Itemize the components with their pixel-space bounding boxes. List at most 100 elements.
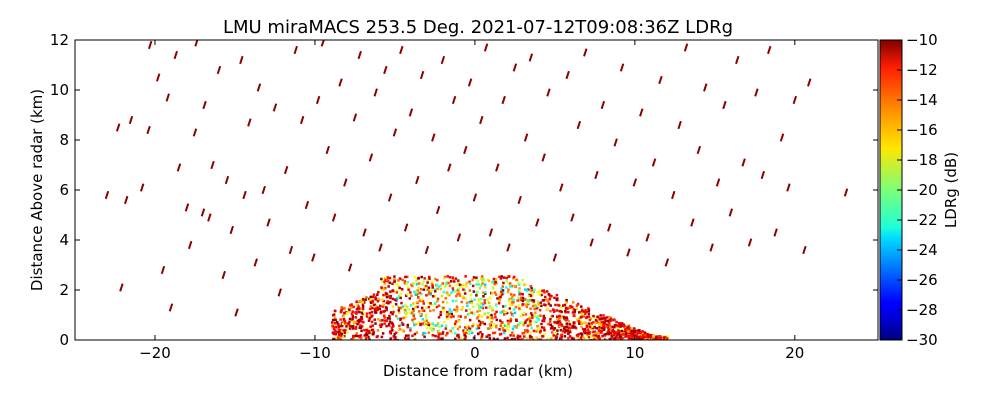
ldr-cell [482,277,485,281]
ldr-cell [640,335,643,339]
ldr-cell [359,334,363,337]
ldr-cell [379,311,383,314]
ldr-cell [495,282,498,285]
echo-mark [408,108,414,117]
ldr-cell [477,324,480,328]
ldr-cell [602,333,606,337]
ldr-cell [625,329,629,333]
ldr-cell [511,303,514,306]
echo-mark [247,118,252,127]
echo-mark [155,73,161,82]
ldr-cell [444,296,448,300]
ldr-cell [499,290,503,294]
ldr-cell [384,319,387,322]
ldr-cell [539,338,543,340]
y-tick-label: 4 [59,231,69,249]
ldr-cell [652,334,655,338]
colorbar-tick-label: −20 [906,181,938,199]
ldr-cell [392,310,395,314]
ldr-cell [406,286,410,289]
ldr-cell [607,326,610,329]
ldr-cell [644,333,647,337]
ldr-cell [379,325,383,329]
ldr-cell [511,277,515,280]
ldr-cell [587,308,591,311]
ldr-cell [521,337,524,340]
ldr-cell [480,336,483,339]
ldr-cell [500,293,504,296]
ldr-cell [487,333,491,337]
colorbar-tick-label: −26 [906,271,938,289]
ldr-cell [450,312,454,316]
ldr-cell [488,314,492,318]
ldr-cell [427,305,430,309]
echo-mark [600,100,606,110]
ldr-cell [421,299,425,303]
echo-mark [807,78,812,87]
ldr-cell [556,317,560,321]
ldr-cell [598,329,602,333]
ldr-cell [442,306,445,310]
ldr-cell [558,314,561,318]
ldr-cell [552,310,556,313]
ldr-cell [459,285,463,289]
ldr-cell [560,333,564,337]
ldr-cell [409,311,412,314]
ldr-cell [521,293,524,296]
ldr-cell [391,305,395,308]
ldr-cell [543,328,546,332]
ldr-cell [420,306,424,310]
ldr-cell [351,327,355,330]
ldr-cell [341,335,345,338]
ldr-cell [628,331,632,335]
ldr-cell [340,332,344,336]
ldr-cell [524,288,527,291]
ldr-cell [516,334,520,338]
ldr-cell [524,298,527,301]
ldr-cell [374,298,378,301]
ldr-cell [524,303,528,306]
ldr-cell [562,315,565,319]
ldr-cell [445,315,449,319]
echo-mark [266,218,271,227]
ldr-cell [451,276,454,279]
ldr-cell [629,337,633,340]
ldr-cell [566,329,569,332]
ldr-cell [427,321,430,325]
ldr-cell [531,316,534,319]
ldr-cell [384,306,388,309]
ldr-cell [529,312,533,315]
ldr-cell [444,327,448,330]
ldr-cell [405,305,409,308]
echo-mark [709,243,714,252]
ldr-cell [565,322,569,325]
ldr-cell [360,325,364,328]
echo-mark [373,88,378,97]
ldr-cell [509,293,513,296]
ldr-cell [449,280,453,283]
ldr-cell [422,288,426,291]
ldr-cell [468,318,472,322]
y-tick-label: 10 [50,81,69,99]
ldr-cell [389,330,393,333]
ldr-cell [599,323,603,327]
ldr-cell [502,331,506,335]
ldr-cell [627,330,630,333]
ldr-cell [516,299,519,302]
ldr-cell [460,308,463,312]
ldr-cell [435,324,439,327]
ldr-cell [472,290,476,293]
ldr-cell [608,324,611,327]
ldr-cell [380,335,384,339]
ldr-cell [414,305,417,308]
ldr-cell [335,320,339,324]
ldr-cell [454,299,458,303]
ldr-cell [518,287,521,290]
ldr-cell [537,318,540,321]
ldr-cell [606,331,609,334]
ldr-cell [501,326,505,330]
ldr-cell [479,337,483,340]
ldr-cell [425,284,428,288]
colorbar-tick-label: −14 [906,91,938,109]
ldr-cell [356,323,359,326]
